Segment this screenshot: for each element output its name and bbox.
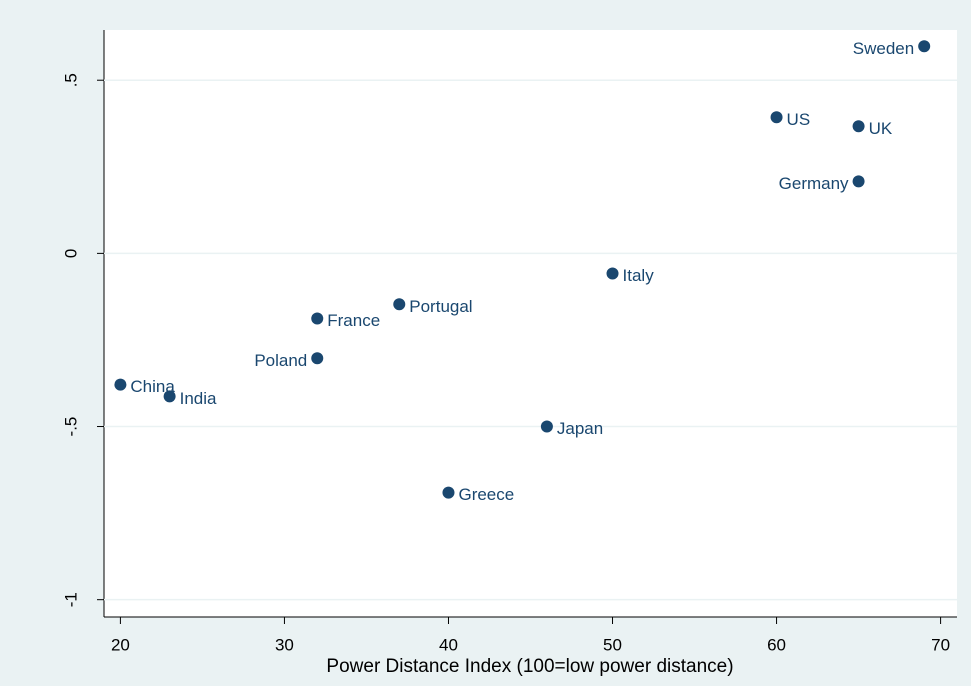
point bbox=[114, 378, 127, 391]
point-label: Italy bbox=[623, 266, 655, 285]
x-tick-label: 40 bbox=[439, 635, 458, 654]
y-tick-label: -.5 bbox=[61, 417, 80, 437]
point bbox=[442, 486, 455, 499]
point-label: India bbox=[180, 389, 217, 408]
point bbox=[163, 390, 176, 403]
point bbox=[852, 175, 865, 188]
point bbox=[918, 40, 931, 53]
point bbox=[311, 352, 324, 365]
x-tick-label: 20 bbox=[111, 635, 130, 654]
y-tick-label: -1 bbox=[61, 592, 80, 607]
x-tick-label: 50 bbox=[603, 635, 622, 654]
point-label: Portugal bbox=[409, 297, 472, 316]
point-label: France bbox=[327, 311, 380, 330]
point-label: US bbox=[787, 110, 811, 129]
point-label: Greece bbox=[458, 485, 514, 504]
x-tick-label: 30 bbox=[275, 635, 294, 654]
plot-area bbox=[104, 30, 957, 617]
y-tick-label: .5 bbox=[61, 73, 80, 87]
point-label: UK bbox=[869, 119, 893, 138]
point-label: Sweden bbox=[853, 39, 914, 58]
point-label: China bbox=[130, 377, 175, 396]
point bbox=[770, 111, 783, 124]
point-label: Japan bbox=[557, 419, 603, 438]
y-tick-label: 0 bbox=[61, 249, 80, 258]
point bbox=[311, 312, 324, 325]
x-tick-label: 70 bbox=[931, 635, 950, 654]
point bbox=[606, 267, 619, 280]
x-axis-title: Power Distance Index (100=low power dist… bbox=[326, 656, 733, 677]
point bbox=[393, 298, 406, 311]
point-label: Poland bbox=[254, 351, 307, 370]
point bbox=[540, 420, 553, 433]
x-tick-label: 60 bbox=[767, 635, 786, 654]
point bbox=[852, 120, 865, 133]
point-label: Germany bbox=[779, 174, 849, 193]
